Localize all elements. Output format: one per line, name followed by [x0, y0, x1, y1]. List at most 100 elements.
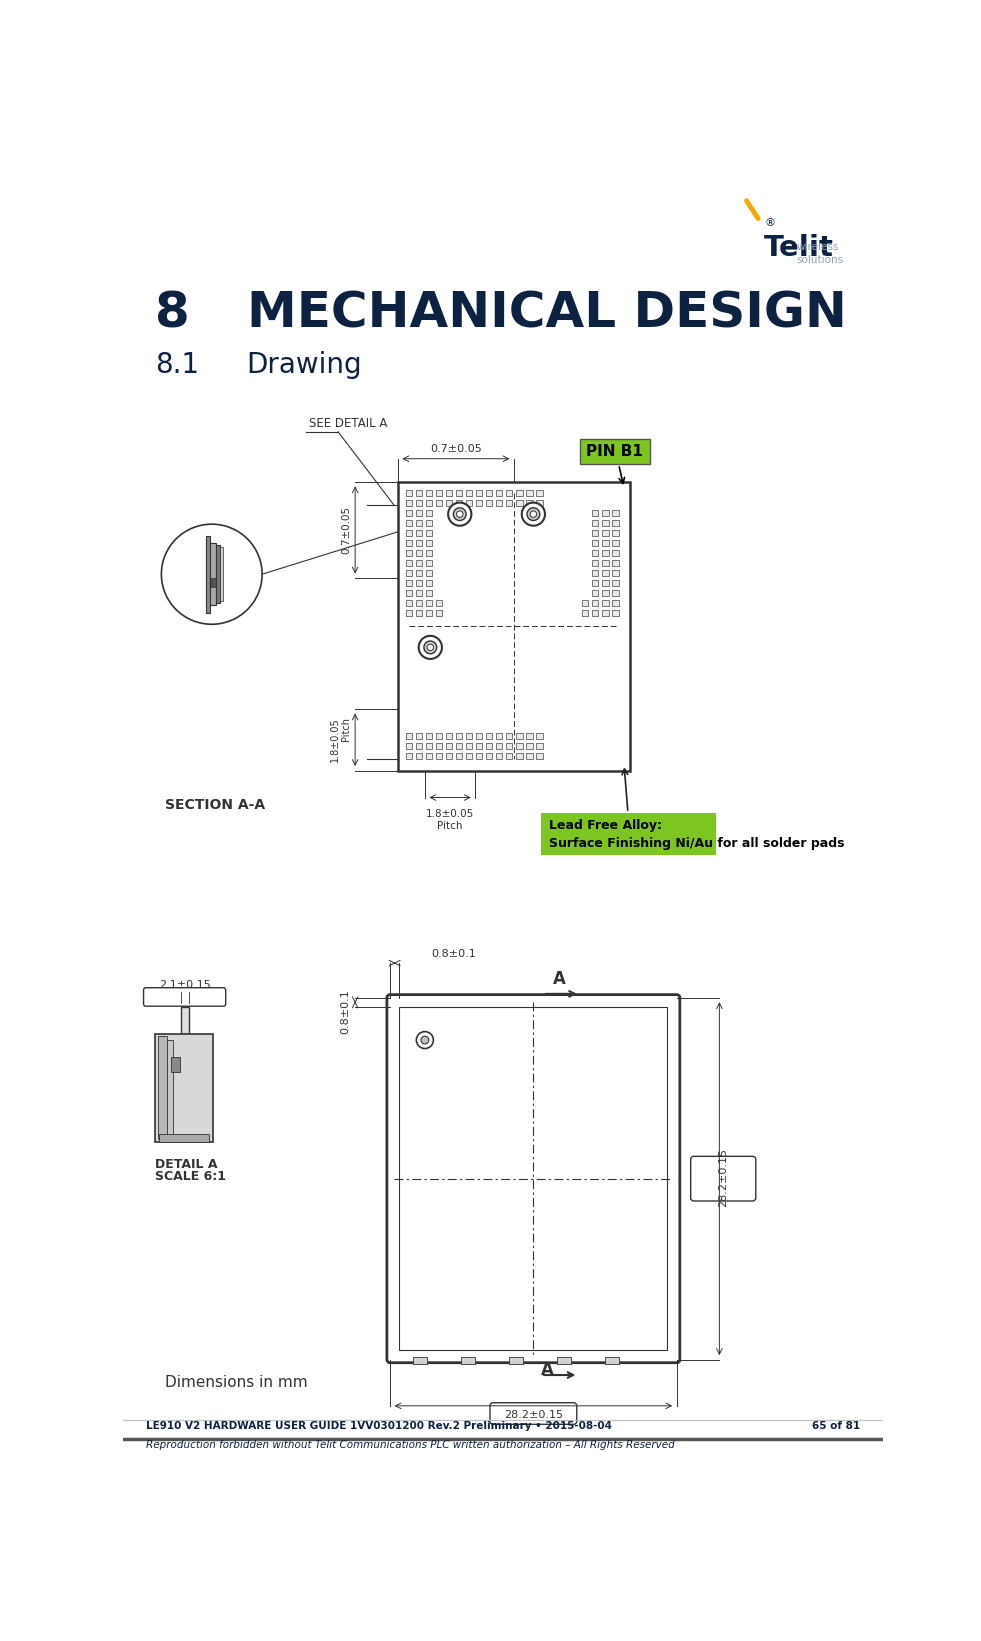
- Bar: [516, 753, 523, 760]
- Bar: [405, 743, 412, 748]
- Bar: [426, 550, 432, 556]
- Bar: [542, 812, 715, 855]
- Bar: [496, 753, 502, 760]
- Bar: [593, 530, 598, 535]
- Bar: [602, 599, 608, 606]
- Bar: [405, 520, 412, 525]
- Bar: [416, 499, 422, 505]
- Bar: [445, 499, 452, 505]
- Bar: [516, 734, 523, 738]
- Bar: [211, 578, 216, 587]
- Bar: [436, 610, 441, 615]
- Bar: [461, 1357, 475, 1364]
- Bar: [593, 550, 598, 556]
- Text: DETAIL A: DETAIL A: [155, 1159, 218, 1172]
- Bar: [416, 610, 422, 615]
- Bar: [612, 610, 619, 615]
- Text: 8: 8: [155, 289, 190, 338]
- Bar: [602, 510, 608, 515]
- Bar: [487, 743, 492, 748]
- Bar: [416, 550, 422, 556]
- Bar: [593, 579, 598, 586]
- Bar: [416, 589, 422, 596]
- Bar: [426, 579, 432, 586]
- Bar: [602, 589, 608, 596]
- Bar: [466, 499, 472, 505]
- Bar: [413, 1357, 427, 1364]
- Bar: [537, 753, 542, 760]
- Bar: [602, 560, 608, 566]
- Bar: [593, 610, 598, 615]
- Circle shape: [453, 507, 466, 520]
- Bar: [602, 530, 608, 535]
- Bar: [416, 743, 422, 748]
- Bar: [405, 540, 412, 546]
- Bar: [612, 579, 619, 586]
- Bar: [159, 1134, 209, 1142]
- Bar: [602, 550, 608, 556]
- Text: wireless
solutions: wireless solutions: [797, 241, 844, 264]
- Text: 0.8±0.1: 0.8±0.1: [340, 990, 350, 1034]
- Bar: [612, 510, 619, 515]
- Bar: [602, 569, 608, 576]
- Circle shape: [162, 523, 262, 624]
- FancyBboxPatch shape: [143, 988, 226, 1006]
- Bar: [221, 546, 224, 601]
- Bar: [426, 753, 432, 760]
- Bar: [593, 510, 598, 515]
- Text: SCALE 6:1: SCALE 6:1: [155, 1170, 227, 1183]
- Bar: [516, 499, 523, 505]
- Bar: [612, 560, 619, 566]
- Bar: [405, 510, 412, 515]
- Bar: [426, 734, 432, 738]
- Text: MECHANICAL DESIGN: MECHANICAL DESIGN: [246, 289, 847, 338]
- Bar: [445, 753, 452, 760]
- Bar: [416, 510, 422, 515]
- Bar: [445, 743, 452, 748]
- Bar: [557, 1357, 571, 1364]
- Bar: [527, 743, 533, 748]
- Bar: [537, 499, 542, 505]
- Bar: [602, 579, 608, 586]
- Bar: [496, 734, 502, 738]
- Bar: [405, 499, 412, 505]
- Bar: [476, 489, 483, 496]
- Bar: [456, 753, 462, 760]
- Circle shape: [530, 510, 537, 517]
- Bar: [436, 743, 441, 748]
- Bar: [158, 1035, 167, 1139]
- Bar: [476, 753, 483, 760]
- Bar: [506, 753, 512, 760]
- Bar: [487, 753, 492, 760]
- Bar: [456, 734, 462, 738]
- Text: 0.8±0.1: 0.8±0.1: [432, 948, 476, 960]
- Bar: [436, 734, 441, 738]
- FancyBboxPatch shape: [490, 1403, 577, 1424]
- Bar: [405, 489, 412, 496]
- Bar: [416, 560, 422, 566]
- Text: SEE DETAIL A: SEE DETAIL A: [309, 417, 387, 430]
- Circle shape: [421, 1035, 429, 1044]
- Bar: [416, 579, 422, 586]
- Bar: [476, 734, 483, 738]
- Bar: [426, 499, 432, 505]
- Bar: [612, 589, 619, 596]
- Bar: [405, 530, 412, 535]
- Bar: [426, 540, 432, 546]
- Circle shape: [424, 642, 437, 653]
- Bar: [593, 560, 598, 566]
- Text: A: A: [552, 970, 566, 988]
- Bar: [426, 530, 432, 535]
- Circle shape: [427, 645, 434, 650]
- Bar: [612, 599, 619, 606]
- Bar: [487, 734, 492, 738]
- Bar: [612, 530, 619, 535]
- Bar: [496, 489, 502, 496]
- Text: LE910 V2 HARDWARE USER GUIDE 1VV0301200 Rev.2 Preliminary • 2015-08-04: LE910 V2 HARDWARE USER GUIDE 1VV0301200 …: [146, 1421, 612, 1431]
- Bar: [612, 550, 619, 556]
- Bar: [399, 1008, 667, 1351]
- Bar: [582, 610, 589, 615]
- Bar: [405, 734, 412, 738]
- Bar: [426, 599, 432, 606]
- Bar: [527, 489, 533, 496]
